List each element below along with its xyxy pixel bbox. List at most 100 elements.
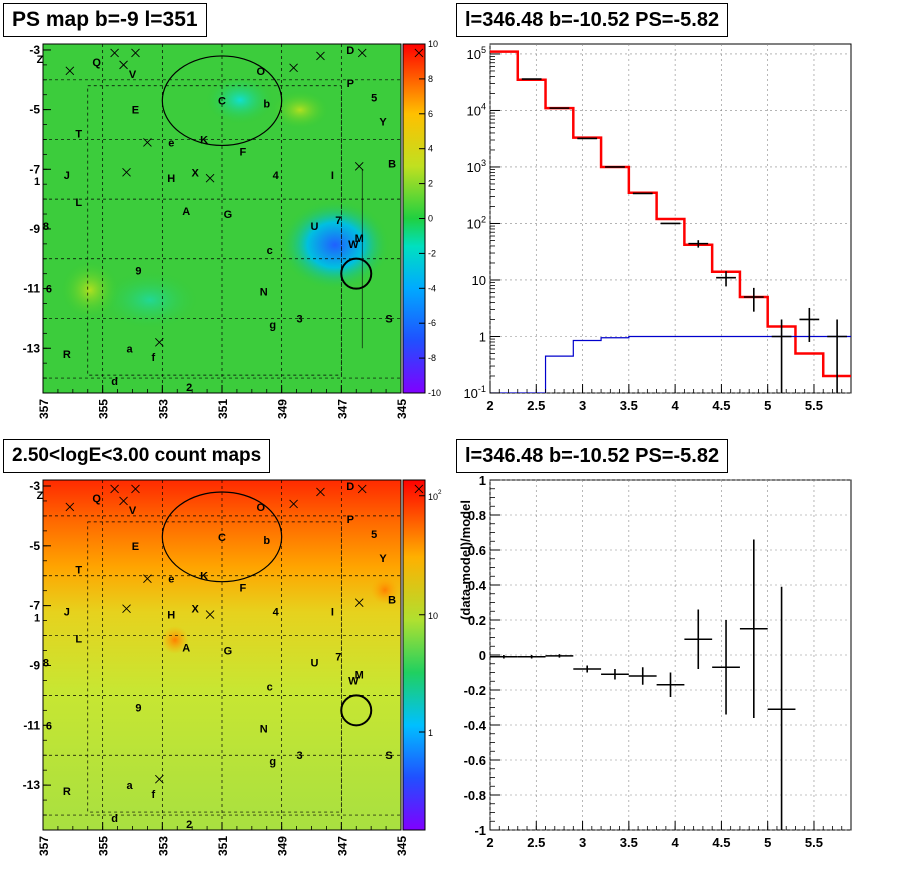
residual-x-tick-label: 3.5 — [620, 835, 638, 850]
spectrum-x-tick-label: 2 — [486, 398, 493, 413]
source-label: 2 — [186, 382, 192, 394]
source-label: 3 — [297, 750, 303, 762]
source-cross-marker — [122, 604, 131, 613]
colorbar-tick-label: 102 — [428, 489, 442, 502]
source-cross-marker — [155, 337, 164, 347]
ps-map-cyan-region — [205, 75, 275, 125]
residual-y-tick-label: 1 — [479, 473, 486, 488]
source-label: V — [129, 505, 137, 517]
residual-y-tick-label: -0.8 — [464, 788, 486, 803]
source-label: 5 — [371, 93, 377, 105]
source-label: J — [64, 170, 70, 182]
spectrum-x-tick-label: 3.5 — [620, 398, 638, 413]
source-label: N — [260, 287, 268, 299]
count-map-hotspot-2 — [371, 576, 399, 604]
count-map-hotspot — [161, 626, 189, 654]
spectrum-y-tick-label: 105 — [466, 45, 486, 62]
source-label: Z — [37, 54, 44, 66]
source-label: N — [260, 723, 268, 735]
map-y-tick-label: -11 — [23, 718, 40, 732]
map-y-tick-label: -13 — [23, 341, 41, 355]
source-cross-marker — [119, 496, 128, 506]
residual-y-tick-label: 0.6 — [468, 543, 486, 558]
map-x-tick-label: 355 — [97, 399, 111, 419]
spectrum-x-tick-label: 5 — [764, 398, 771, 413]
residual-x-tick-label: 2.5 — [527, 835, 545, 850]
source-label: Q — [92, 493, 101, 505]
source-label: 4 — [273, 607, 280, 619]
source-cross-marker — [65, 66, 75, 76]
source-label: P — [347, 514, 354, 526]
source-label: b — [263, 535, 270, 547]
source-label: U — [311, 221, 319, 233]
count-map-panel: Z Q V O D P 5 E C b Y Te K F B J H X 4 I 1 L A G U 7 8 c MW 9 6 Ng 3 Sa f R… — [23, 479, 442, 856]
residual-y-tick-label: -0.2 — [464, 683, 486, 698]
source-label: C — [218, 96, 226, 108]
colorbar-tick-label: -10 — [428, 388, 441, 398]
source-label: T — [75, 128, 82, 140]
count-map-title: 2.50<logE<3.00 count maps — [3, 439, 271, 473]
map-x-tick-label: 347 — [335, 399, 349, 419]
colorbar-tick-label: 0 — [428, 214, 433, 224]
source-cross-marker — [289, 499, 298, 509]
source-label: L — [75, 197, 82, 209]
colorbar-tick-label: -8 — [428, 353, 436, 363]
source-cross-marker — [155, 774, 164, 784]
source-label: I — [331, 607, 334, 619]
source-label: V — [129, 69, 137, 81]
colorbar-tick-label: -2 — [428, 248, 436, 258]
spectrum-x-tick-label: 5.5 — [805, 398, 823, 413]
source-cross-marker — [119, 60, 128, 70]
ps-map-panel: Z Q V O D P 5 E C b Y Te K F B J H X 4 I 1 L A G U 7 8 c MW 9 6 Ng 3 Sa f R… — [23, 39, 441, 419]
source-cross-marker — [143, 574, 152, 584]
residual-y-tick-label: 0.8 — [468, 508, 486, 523]
source-label: f — [152, 789, 156, 801]
source-cross-marker — [110, 48, 119, 58]
source-label: O — [257, 66, 266, 78]
source-cross-marker — [354, 161, 364, 171]
map-x-tick-label: 345 — [395, 399, 409, 419]
source-cross-marker — [110, 484, 119, 494]
ps-map-title: PS map b=-9 l=351 — [3, 3, 207, 37]
source-cross-marker — [414, 484, 424, 494]
source-label: D — [346, 481, 354, 493]
residual-y-tick-label: 0.4 — [468, 578, 487, 593]
map-y-tick-label: -9 — [29, 658, 40, 672]
map-y-tick-label: -9 — [29, 222, 40, 236]
source-label: 9 — [135, 702, 141, 714]
source-cross-marker — [357, 48, 367, 58]
source-label: 6 — [46, 284, 52, 296]
source-label: c — [267, 681, 273, 693]
spectrum-y-tick-label: 10 — [472, 273, 486, 288]
source-cross-marker — [316, 487, 325, 497]
spectrum-title: l=346.48 b=-10.52 PS=-5.82 — [456, 3, 729, 37]
map-x-tick-label: 357 — [37, 836, 51, 856]
source-label: L — [75, 634, 82, 646]
source-label: E — [132, 105, 139, 117]
source-cross-marker — [354, 598, 364, 607]
map-roi-box — [87, 85, 342, 376]
residual-y-tick-label: -1 — [474, 823, 486, 838]
source-label: D — [346, 45, 354, 57]
source-label: M — [355, 669, 364, 681]
source-label: A — [182, 206, 190, 218]
spectrum-y-tick-label: 104 — [466, 101, 486, 118]
map-y-tick-label: -5 — [29, 539, 40, 553]
source-label: H — [167, 173, 175, 185]
source-label: 7 — [335, 215, 341, 227]
map-x-tick-label: 351 — [216, 399, 230, 419]
colorbar-tick-label: 10 — [428, 611, 438, 621]
colorbar-tick-label: -6 — [428, 318, 436, 328]
source-label: O — [257, 502, 266, 514]
source-label: T — [75, 565, 82, 577]
source-cross-marker — [205, 173, 215, 183]
source-label: d — [111, 376, 118, 388]
residual-x-tick-label: 2 — [486, 835, 493, 850]
residual-y-tick-label: 0 — [479, 648, 486, 663]
source-label: e — [168, 574, 174, 586]
source-cross-marker — [316, 51, 325, 61]
map-y-tick-label: -7 — [29, 162, 40, 176]
colorbar-tick-label: 2 — [428, 179, 433, 189]
source-cross-marker — [131, 48, 140, 58]
